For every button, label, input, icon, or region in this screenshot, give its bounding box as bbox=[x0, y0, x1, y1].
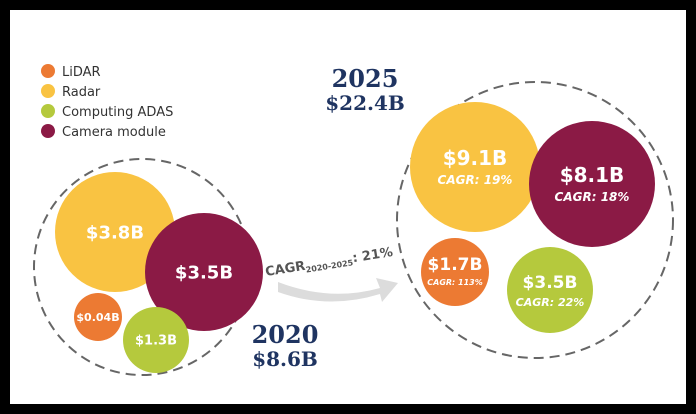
year-label-2020-block: 2020 $8.6B bbox=[252, 320, 319, 371]
year-label-2025-block: 2025 $22.4B bbox=[325, 64, 405, 115]
legend-label-radar: Radar bbox=[62, 85, 101, 100]
bubble-2025-camera-module-circle bbox=[529, 121, 655, 247]
total-label-2020: $8.6B bbox=[252, 347, 318, 371]
year-label-2025: 2025 bbox=[332, 64, 399, 93]
bubble-2020-computing-adas-circle bbox=[123, 307, 189, 373]
growth-label-sub: 2020-2025 bbox=[305, 258, 354, 274]
legend-swatch-computing-adas bbox=[41, 104, 55, 118]
bubble-2020-computing-adas-value-label: $1.3B bbox=[135, 334, 177, 349]
bubble-2025-lidar-value-label: $1.7B bbox=[428, 255, 483, 275]
legend-label-computing-adas: Computing ADAS bbox=[62, 105, 173, 120]
bubble-2020-radar: $3.8B bbox=[55, 172, 175, 292]
bubble-2025-computing-adas: $3.5B CAGR: 22% bbox=[507, 247, 593, 333]
legend-label-lidar: LiDAR bbox=[62, 65, 101, 80]
growth-label-value: : 21% bbox=[351, 245, 394, 266]
legend-label-camera-module: Camera module bbox=[62, 125, 166, 140]
growth-label-prefix: CAGR bbox=[264, 259, 306, 280]
bubble-2020-radar-value-label: $3.8B bbox=[86, 222, 144, 243]
bubble-2020-radar-circle bbox=[55, 172, 175, 292]
legend-swatch-camera-module bbox=[41, 124, 55, 138]
bubble-2025-radar-value-label: $9.1B bbox=[443, 146, 508, 170]
bubble-2025-camera-module-value-label: $8.1B bbox=[560, 163, 625, 187]
total-label-2025: $22.4B bbox=[325, 91, 405, 115]
bubble-2025-lidar-cagr-label: CAGR: 113% bbox=[427, 278, 483, 287]
legend-swatch-lidar bbox=[41, 64, 55, 78]
bubble-2025-radar-circle bbox=[410, 102, 540, 232]
bubble-2025-computing-adas-circle bbox=[507, 247, 593, 333]
bubble-2020-camera-module: $3.5B bbox=[145, 213, 263, 331]
bubble-2020-lidar: $0.04B bbox=[74, 293, 122, 341]
bubble-2020-camera-module-circle bbox=[145, 213, 263, 331]
bubbles: $3.8B $3.5B $0.04B $1.3B $9.1B CAGR: 19% $8.1B… bbox=[55, 102, 655, 373]
chart-frame: LiDAR Radar Computing ADAS Camera module… bbox=[10, 10, 686, 404]
legend-item-radar: Radar bbox=[41, 84, 101, 100]
bubble-2020-camera-module-value-label: $3.5B bbox=[175, 262, 233, 283]
bubble-2025-lidar: $1.7B CAGR: 113% bbox=[421, 238, 489, 306]
legend-item-camera-module: Camera module bbox=[41, 124, 166, 140]
bubble-2020-computing-adas: $1.3B bbox=[123, 307, 189, 373]
legend-item-lidar: LiDAR bbox=[41, 64, 101, 80]
group-outline-2025 bbox=[396, 81, 674, 359]
legend-item-computing-adas: Computing ADAS bbox=[41, 104, 173, 120]
bubble-2025-camera-module-cagr-label: CAGR: 18% bbox=[555, 190, 630, 204]
bubble-chart: LiDAR Radar Computing ADAS Camera module… bbox=[33, 64, 674, 376]
bubble-2025-computing-adas-cagr-label: CAGR: 22% bbox=[516, 296, 585, 309]
growth-arrow-shape bbox=[278, 278, 398, 302]
bubble-2025-radar-cagr-label: CAGR: 19% bbox=[438, 173, 513, 187]
bubble-2020-lidar-value-label: $0.04B bbox=[76, 311, 119, 324]
bubble-2020-lidar-circle bbox=[74, 293, 122, 341]
bubble-2025-lidar-circle bbox=[421, 238, 489, 306]
legend: LiDAR Radar Computing ADAS Camera module bbox=[41, 64, 173, 140]
bubble-2025-computing-adas-value-label: $3.5B bbox=[523, 273, 578, 293]
growth-label: CAGR2020-2025: 21% bbox=[264, 245, 394, 281]
growth-arrow: CAGR2020-2025: 21% bbox=[264, 245, 398, 302]
bubble-2025-camera-module: $8.1B CAGR: 18% bbox=[529, 121, 655, 247]
year-label-2020: 2020 bbox=[252, 320, 319, 349]
bubble-2025-radar: $9.1B CAGR: 19% bbox=[410, 102, 540, 232]
legend-swatch-radar bbox=[41, 84, 55, 98]
